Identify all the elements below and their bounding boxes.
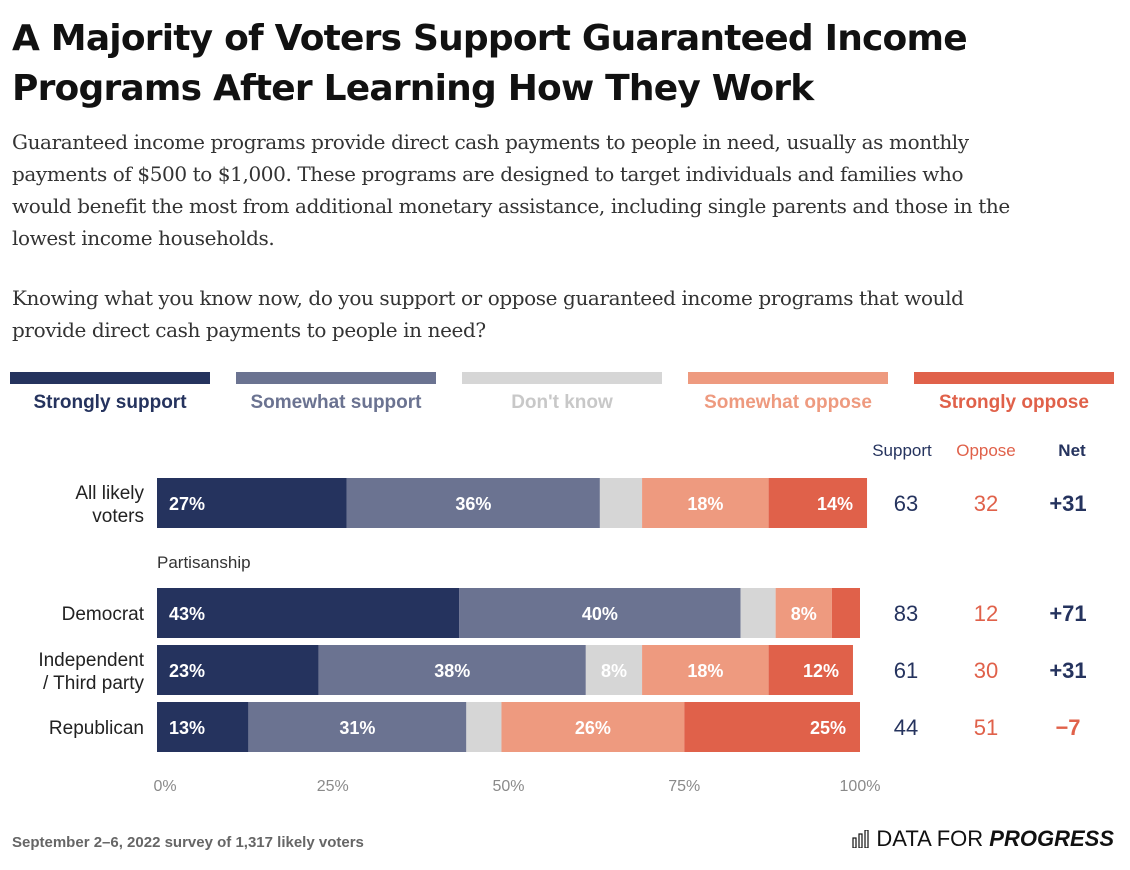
support-total: 63 [894, 491, 918, 516]
bar-segment-strongly-oppose [684, 702, 860, 752]
brand-name-part-2: PROGRESS [989, 826, 1114, 851]
support-total: 83 [894, 601, 918, 626]
bar-data-label: 40% [582, 604, 618, 624]
brand-name-part-1: DATA FOR [876, 826, 984, 851]
bar-segment-somewhat-support [318, 645, 586, 695]
bar-data-label: 38% [434, 661, 470, 681]
legend-swatch-strongly-support [10, 372, 210, 384]
bar-segment-strongly-support [157, 645, 319, 695]
column-header-oppose: Oppose [956, 441, 1016, 460]
net-value: −7 [1055, 715, 1080, 740]
column-header-net: Net [1058, 441, 1086, 460]
x-tick-label: 75% [668, 778, 700, 795]
bar-segment-don-t-know [740, 588, 776, 638]
bar-data-label: 13% [169, 718, 205, 738]
category-label: Republican [49, 718, 144, 739]
question-line-2: provide direct cash payments to people i… [12, 318, 486, 342]
legend-somewhat-oppose: Somewhat oppose [688, 372, 888, 414]
bar-segment-somewhat-oppose [642, 478, 769, 528]
bar-segment-somewhat-oppose [775, 588, 832, 638]
net-value: +31 [1049, 658, 1086, 683]
bar-data-label: 14% [817, 494, 853, 514]
bar-chart-logo-icon [852, 829, 870, 849]
chart-title: A Majority of Voters Support Guaranteed … [12, 14, 1112, 114]
bar-segment-don-t-know [585, 645, 643, 695]
x-tick-label: 50% [492, 778, 524, 795]
bar-data-label: 36% [455, 494, 491, 514]
question-line-1: Knowing what you know now, do you suppor… [12, 286, 964, 310]
legend-dont-know: Don't know [462, 372, 662, 414]
title-line-2: Programs After Learning How They Work [12, 68, 814, 109]
data-for-progress-logo: DATA FOR PROGRESS [852, 826, 1114, 852]
bar-segment-somewhat-oppose [642, 645, 769, 695]
intro-line-3: would benefit the most from additional m… [12, 194, 1010, 218]
bar-segment-somewhat-support [248, 702, 467, 752]
support-total: 61 [894, 658, 918, 683]
category-label: voters [92, 506, 144, 527]
support-total: 44 [894, 715, 918, 740]
bar-segment-strongly-support [157, 588, 460, 638]
bar-data-label: 27% [169, 494, 205, 514]
intro-line-2: payments of $500 to $1,000. These progra… [12, 162, 964, 186]
bar-data-label: 43% [169, 604, 205, 624]
bar-data-label: 8% [791, 604, 817, 624]
survey-footnote: September 2–6, 2022 survey of 1,317 like… [12, 834, 364, 851]
oppose-total: 30 [974, 658, 998, 683]
legend-somewhat-support: Somewhat support [236, 372, 436, 414]
bar-data-label: 26% [575, 718, 611, 738]
category-label: / Third party [43, 673, 145, 694]
legend-label-somewhat-oppose: Somewhat oppose [704, 392, 872, 413]
bar-segment-strongly-oppose [768, 478, 868, 528]
bar-segment-don-t-know [599, 478, 643, 528]
intro-line-1: Guaranteed income programs provide direc… [12, 130, 969, 154]
intro-text: Guaranteed income programs provide direc… [12, 126, 1122, 254]
x-tick-label: 100% [840, 778, 881, 795]
stacked-bar-chart: Support Oppose Net Partisanship All likelyvo… [38, 441, 1086, 795]
bar-data-label: 18% [687, 494, 723, 514]
bar-segment-somewhat-support [459, 588, 741, 638]
legend-label-somewhat-support: Somewhat support [250, 392, 422, 413]
category-label: Democrat [62, 604, 145, 625]
legend-swatch-dont-know [462, 372, 662, 384]
bar-segment-strongly-support [157, 478, 347, 528]
bar-data-label: 25% [810, 718, 846, 738]
bar-segment-strongly-support [157, 702, 249, 752]
title-line-1: A Majority of Voters Support Guaranteed … [12, 18, 968, 59]
oppose-total: 51 [974, 715, 998, 740]
legend-swatch-somewhat-support [236, 372, 436, 384]
legend-swatch-strongly-oppose [914, 372, 1114, 384]
bar-data-label: 8% [601, 661, 627, 681]
bar-data-label: 18% [687, 661, 723, 681]
legend-label-dont-know: Don't know [511, 392, 613, 413]
legend-label-strongly-support: Strongly support [33, 392, 187, 413]
x-tick-label: 25% [317, 778, 349, 795]
bar-segment-somewhat-oppose [501, 702, 685, 752]
bar-data-label: 23% [169, 661, 205, 681]
bar-data-label: 31% [339, 718, 375, 738]
oppose-total: 32 [974, 491, 998, 516]
net-value: +31 [1049, 491, 1086, 516]
bar-segment-strongly-oppose [831, 588, 860, 638]
legend-swatch-somewhat-oppose [688, 372, 888, 384]
net-value: +71 [1049, 601, 1086, 626]
legend-strongly-oppose: Strongly oppose [914, 372, 1114, 414]
legend-label-strongly-oppose: Strongly oppose [939, 392, 1089, 413]
group-label-partisanship: Partisanship [157, 553, 251, 572]
column-header-support: Support [872, 441, 932, 460]
legend-strongly-support: Strongly support [10, 372, 210, 414]
bar-data-label: 12% [803, 661, 839, 681]
x-tick-label: 0% [153, 778, 176, 795]
category-label: All likely [75, 483, 144, 504]
oppose-total: 12 [974, 601, 998, 626]
category-label: Independent [38, 650, 144, 671]
question-text: Knowing what you know now, do you suppor… [12, 282, 1122, 346]
bar-segment-somewhat-support [346, 478, 600, 528]
bar-segment-strongly-oppose [768, 645, 853, 695]
intro-line-4: lowest income households. [12, 226, 275, 250]
bar-segment-don-t-know [466, 702, 502, 752]
